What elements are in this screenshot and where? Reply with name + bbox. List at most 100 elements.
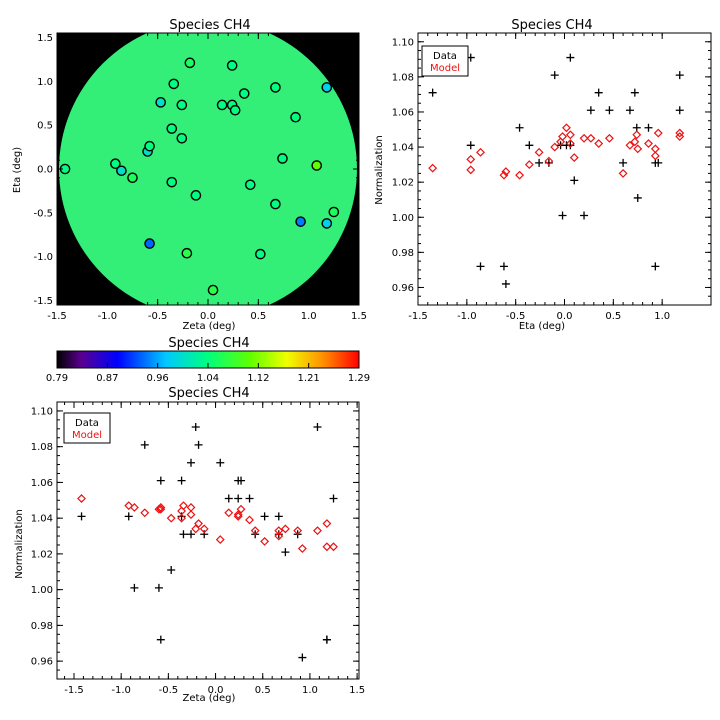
- colorbar-tick-label: 0.87: [96, 373, 118, 384]
- y-tick-label: 1.10: [392, 37, 414, 48]
- data-point-plus: [558, 211, 567, 220]
- map-point: [238, 88, 250, 99]
- colorbar-ticks: 0.79 0.87 0.96 1.04 1.12 1.21 1.29: [46, 363, 370, 384]
- map-y-ticks: -1.5 -1.0 -0.5 0.0 0.5 1.0 1.5: [33, 33, 359, 307]
- map-point: [216, 99, 228, 111]
- data-point-plus: [476, 262, 485, 271]
- model-point-diamond: [77, 494, 86, 503]
- model-point-diamond: [476, 147, 485, 157]
- model-point-diamond: [556, 137, 566, 147]
- model-point-diamond: [250, 526, 260, 536]
- data-point-plus: [633, 193, 642, 202]
- y-tick-label: 1.08: [31, 442, 53, 453]
- colorbar-tick-label: 1.12: [247, 373, 269, 384]
- data-point-plus: [234, 494, 243, 503]
- map-point: [295, 216, 306, 227]
- zeta-plot-title: Species CH4: [168, 386, 249, 401]
- data-point-plus: [179, 530, 188, 539]
- x-tick-label: -1.5: [408, 311, 428, 322]
- data-point-plus: [644, 123, 653, 132]
- map-point: [190, 190, 202, 201]
- zeta-plot-series: [77, 423, 338, 662]
- map-point: [321, 82, 333, 93]
- x-tick-label: -1.0: [98, 311, 118, 322]
- y-tick-label: 1.06: [31, 478, 53, 489]
- y-tick-label: 0.98: [392, 248, 414, 259]
- map-point: [244, 179, 256, 191]
- data-point-plus: [525, 141, 534, 150]
- data-point-plus: [260, 512, 269, 521]
- data-point-plus: [191, 423, 200, 432]
- data-point-plus: [187, 530, 196, 539]
- data-point-plus: [187, 458, 196, 467]
- data-point-plus: [619, 158, 628, 167]
- model-point-diamond: [233, 510, 243, 520]
- model-point-diamond: [199, 524, 209, 534]
- eta-legend-box: [421, 45, 469, 77]
- model-point-diamond: [501, 167, 511, 177]
- colorbar-tick-label: 1.29: [348, 373, 370, 384]
- data-point-plus: [499, 262, 508, 271]
- model-point-diamond: [166, 513, 176, 523]
- model-point-diamond: [177, 513, 187, 523]
- x-tick-label: -0.5: [506, 311, 526, 322]
- eta-legend-data: Data: [433, 51, 457, 62]
- eta-plot-x-ticks: -1.5 -1.0 -0.5 0.0 0.5 1.0: [408, 33, 670, 322]
- data-point-plus: [322, 635, 331, 644]
- model-point-diamond: [154, 504, 164, 514]
- x-tick-label: 1.0: [302, 685, 318, 696]
- model-point-diamond: [675, 128, 685, 138]
- zeta-plot-x-label: Zeta (deg): [183, 693, 236, 704]
- data-point-plus: [501, 279, 510, 288]
- map-point: [328, 206, 340, 218]
- data-point-plus: [535, 158, 544, 167]
- data-point-plus: [313, 423, 322, 432]
- map-x-label: Zeta (deg): [183, 321, 236, 332]
- data-point-plus: [675, 106, 684, 115]
- map-point: [176, 99, 188, 111]
- model-point-diamond: [280, 524, 290, 534]
- colorbar-title: Species CH4: [168, 336, 249, 351]
- y-tick-label: 1.00: [31, 585, 53, 596]
- y-tick-label: 0.96: [31, 657, 53, 668]
- y-tick-label: 1.06: [392, 107, 414, 118]
- x-tick-label: -1.0: [111, 685, 131, 696]
- model-point-diamond: [544, 156, 554, 166]
- model-point-diamond: [194, 519, 204, 528]
- map-title: Species CH4: [169, 18, 250, 33]
- map-point: [168, 78, 180, 90]
- model-point-diamond: [274, 526, 284, 536]
- eta-plot-legend: Data Model: [421, 45, 469, 77]
- zeta-normalization-panel: Species CH4 -1.5 -1.0 -0.5 0.0 0.5 1.0 1.5 0.9…: [14, 386, 365, 704]
- model-point-diamond: [313, 526, 322, 536]
- model-point-diamond: [124, 501, 134, 511]
- eta-normalization-panel: Species CH4 -1.5 -1.0 -0.5 0.0 0.5 1.0 0.960.…: [374, 18, 712, 332]
- colorbar-tick-label: 0.96: [147, 373, 169, 384]
- model-point-diamond: [653, 128, 663, 138]
- x-tick-label: -0.5: [159, 685, 179, 696]
- x-tick-label: 0.0: [557, 311, 573, 322]
- map-x-ticks: -1.5 -1.0 -0.5 0.0 0.5 1.0 1.5: [47, 33, 367, 322]
- colorbar-tick-label: 1.04: [197, 373, 219, 384]
- model-point-diamond: [260, 536, 270, 546]
- model-point-diamond: [625, 140, 635, 150]
- model-point-diamond: [534, 147, 544, 157]
- model-point-diamond: [524, 160, 534, 170]
- data-point-plus: [224, 494, 233, 503]
- y-tick-label: 1.02: [31, 549, 53, 560]
- data-point-plus: [216, 458, 225, 467]
- data-point-plus: [124, 512, 133, 521]
- data-point-plus: [245, 494, 254, 503]
- data-point-plus: [605, 106, 614, 115]
- model-point-diamond: [140, 508, 150, 518]
- map-point: [166, 123, 178, 134]
- eta-plot-series: [428, 53, 685, 288]
- map-point: [290, 111, 301, 123]
- x-tick-label: -1.5: [64, 685, 84, 696]
- zeta-legend-model: Model: [72, 430, 102, 441]
- model-point-diamond: [558, 132, 567, 141]
- x-tick-label: 1.0: [301, 311, 317, 322]
- model-point-diamond: [630, 137, 640, 147]
- map-field-disk: [59, 33, 357, 305]
- x-tick-label: -1.5: [47, 311, 67, 322]
